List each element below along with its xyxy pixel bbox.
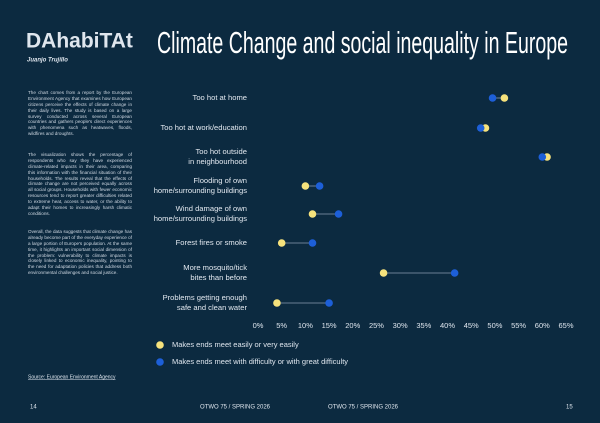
x-tick-label: 40%	[440, 321, 455, 330]
dot	[308, 239, 317, 247]
dot	[488, 94, 497, 102]
x-tick-label: 10%	[298, 321, 313, 330]
dot	[450, 269, 459, 277]
author: Juanjo Trujillo	[27, 58, 68, 64]
category-label: Wind damage of own home/surrounding buil…	[153, 204, 247, 223]
x-tick-label: 65%	[558, 321, 573, 330]
dot	[277, 239, 286, 247]
x-tick-label: 0%	[253, 321, 264, 330]
x-tick-label: 55%	[511, 321, 526, 330]
dot	[538, 153, 547, 161]
dot	[301, 182, 310, 190]
x-tick-label: 50%	[487, 321, 502, 330]
category-label: Problems getting enough safe and clean w…	[162, 293, 247, 312]
dot	[308, 210, 317, 218]
dot	[315, 182, 324, 190]
x-tick-label: 5%	[276, 321, 287, 330]
legend-swatch	[156, 341, 164, 349]
category-label: Too hot at home	[192, 93, 247, 103]
x-tick-label: 30%	[393, 321, 408, 330]
dot	[500, 94, 509, 102]
footer-title: OTWO 75 / SPRING 2026	[328, 405, 399, 411]
chart-title: Climate Change and social inequality in …	[157, 25, 568, 60]
logo: DAhabiTAt	[26, 30, 133, 53]
footer-title: OTWO 75 / SPRING 2026	[200, 405, 271, 411]
dot	[334, 210, 343, 218]
source: Source: European Environment Agency	[28, 374, 116, 380]
paragraph: The chart comes from a report by the Eur…	[28, 90, 132, 137]
dot	[325, 299, 333, 307]
x-tick-label: 20%	[345, 321, 360, 330]
category-label: More mosquito/tick bites than before	[183, 263, 247, 282]
category-label: Forest fires or smoke	[175, 238, 247, 248]
paragraph: The visualization shows the percentage o…	[28, 152, 132, 216]
legend-label: Makes ends meet with difficulty or with …	[172, 357, 348, 366]
dot	[273, 299, 281, 307]
paragraph: Overall, the data suggests that climate …	[28, 229, 132, 276]
category-label: Too hot at work/education	[160, 123, 247, 133]
x-tick-label: 45%	[464, 321, 479, 330]
legend-label: Makes ends meet easily or very easily	[172, 340, 299, 349]
page-number: 14	[30, 405, 37, 411]
x-tick-label: 35%	[416, 321, 431, 330]
legend-swatch	[156, 358, 164, 366]
category-label: Too hot outside in neighbourhood	[188, 147, 247, 166]
dot	[379, 269, 388, 277]
category-label: Flooding of own home/surrounding buildin…	[153, 176, 247, 195]
x-tick-label: 25%	[369, 321, 384, 330]
page-number: 15	[566, 405, 573, 411]
x-tick-label: 15%	[322, 321, 337, 330]
dot	[476, 124, 485, 132]
x-tick-label: 60%	[535, 321, 550, 330]
